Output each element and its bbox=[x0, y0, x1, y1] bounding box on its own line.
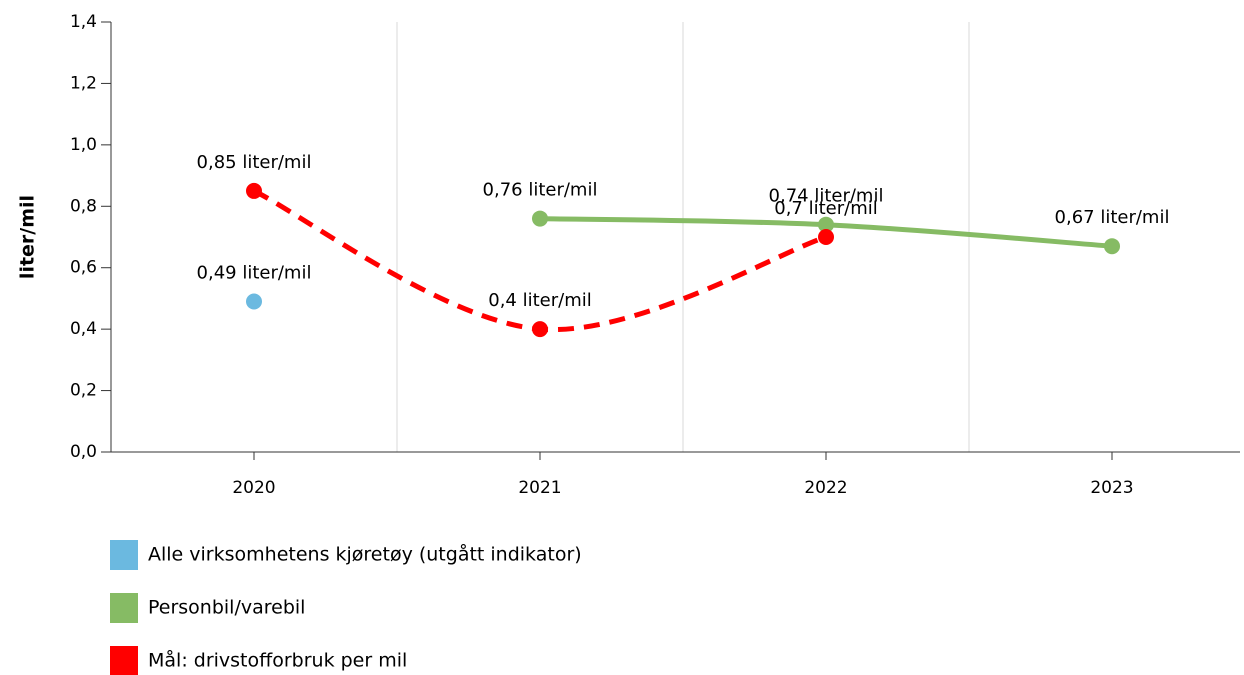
legend-swatch bbox=[110, 593, 138, 623]
y-tick-label: 0,2 bbox=[70, 381, 97, 401]
x-tick-label: 2023 bbox=[1090, 478, 1133, 498]
x-tick-label: 2020 bbox=[232, 478, 275, 498]
legend-swatch bbox=[110, 646, 138, 675]
y-tick-label: 0,0 bbox=[70, 442, 97, 462]
legend-swatch bbox=[110, 540, 138, 570]
data-point bbox=[1104, 238, 1120, 255]
data-point bbox=[532, 210, 548, 227]
data-label: 0,85 liter/mil bbox=[197, 152, 312, 173]
data-point bbox=[818, 216, 834, 233]
legend-label: Mål: drivstofforbruk per mil bbox=[148, 649, 407, 672]
data-label: 0,76 liter/mil bbox=[483, 180, 598, 201]
data-label: 0,67 liter/mil bbox=[1055, 207, 1170, 228]
x-tick-label: 2022 bbox=[804, 478, 847, 498]
y-tick-label: 0,8 bbox=[70, 196, 97, 216]
y-tick-label: 0,6 bbox=[70, 258, 97, 278]
data-label: 0,49 liter/mil bbox=[197, 263, 312, 284]
y-tick-label: 1,2 bbox=[70, 73, 97, 93]
y-tick-label: 0,4 bbox=[70, 319, 97, 339]
data-label: 0,7 liter/mil bbox=[774, 198, 877, 219]
data-point bbox=[246, 182, 262, 199]
data-point bbox=[246, 293, 262, 310]
legend-label: Personbil/varebil bbox=[148, 597, 305, 619]
y-tick-label: 1,4 bbox=[70, 12, 97, 32]
data-point bbox=[532, 321, 548, 338]
data-label: 0,4 liter/mil bbox=[488, 290, 591, 311]
data-label: 0,74 liter/mil bbox=[769, 186, 884, 207]
legend-label: Alle virksomhetens kjøretøy (utgått indi… bbox=[148, 543, 582, 566]
y-tick-label: 1,0 bbox=[70, 135, 97, 155]
y-axis-label: liter/mil bbox=[17, 195, 39, 279]
x-tick-label: 2021 bbox=[518, 478, 561, 498]
data-point bbox=[818, 229, 834, 245]
